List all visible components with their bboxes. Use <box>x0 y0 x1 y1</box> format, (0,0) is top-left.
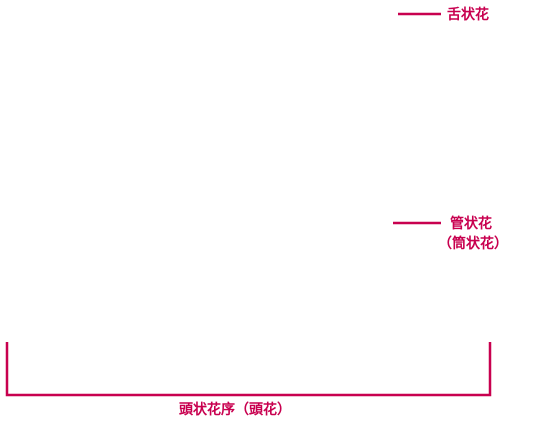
label: 頭状花序（頭花） <box>179 401 291 418</box>
label: （筒状花） <box>438 235 508 252</box>
bracket <box>5 342 492 397</box>
label: 舌状花 <box>447 6 489 23</box>
label: 管状花 <box>450 215 492 232</box>
